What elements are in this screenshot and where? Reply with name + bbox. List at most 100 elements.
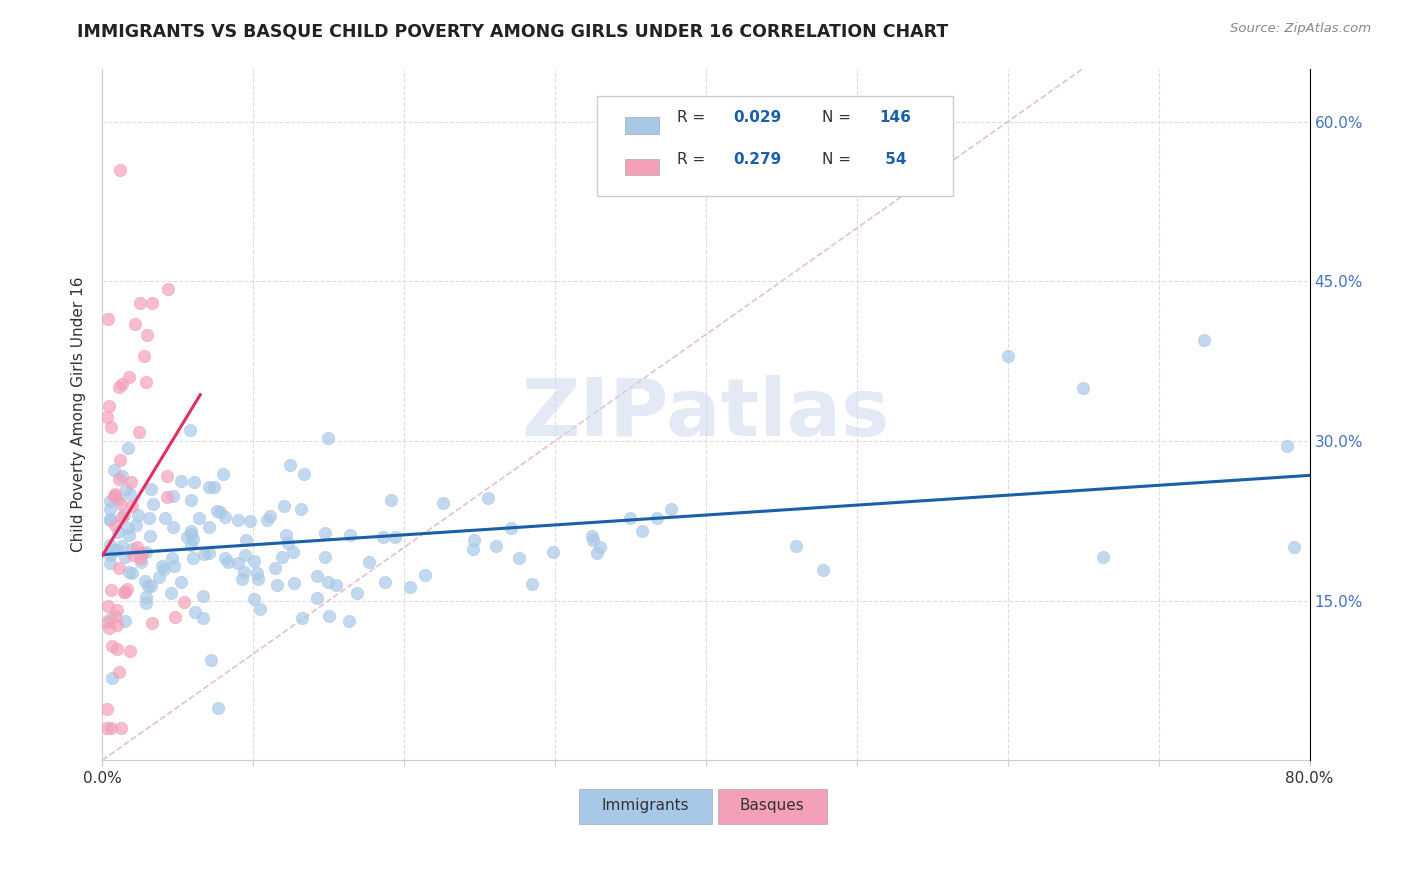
Point [188, 511, 211, 525]
Point [98, 399, 121, 413]
Point [207, 701, 229, 715]
Point [180, 538, 202, 552]
Text: IMMIGRANTS VS BASQUE CHILD POVERTY AMONG GIRLS UNDER 16 CORRELATION CHART: IMMIGRANTS VS BASQUE CHILD POVERTY AMONG… [77, 22, 949, 40]
Point [138, 511, 160, 525]
Point [226, 556, 249, 570]
Point [96, 702, 118, 716]
Point [291, 611, 314, 625]
Point [114, 549, 136, 564]
Point [125, 540, 148, 554]
Point [179, 423, 201, 437]
Y-axis label: Child Poverty Among Girls Under 16: Child Poverty Among Girls Under 16 [72, 277, 86, 552]
Point [162, 489, 184, 503]
Point [160, 585, 183, 599]
Point [273, 499, 295, 513]
Point [108, 561, 131, 575]
Point [314, 550, 336, 565]
Point [399, 580, 422, 594]
Point [139, 529, 162, 543]
Point [181, 532, 204, 546]
Point [181, 551, 204, 566]
Text: N =: N = [821, 152, 856, 167]
FancyBboxPatch shape [598, 96, 953, 196]
Point [307, 569, 329, 583]
Point [97, 599, 120, 613]
Point [235, 533, 257, 547]
Point [339, 528, 361, 542]
Point [96, 409, 118, 424]
Point [129, 295, 152, 310]
Point [316, 575, 339, 590]
Point [131, 546, 153, 560]
Point [246, 572, 269, 586]
Point [100, 419, 122, 434]
Point [785, 539, 807, 553]
Point [107, 380, 129, 394]
Point [96, 722, 118, 736]
Point [108, 453, 131, 467]
Point [162, 520, 184, 534]
Point [173, 595, 195, 609]
Point [115, 482, 138, 496]
Point [98, 512, 121, 526]
Point [233, 565, 256, 579]
Point [98, 513, 121, 527]
Point [105, 543, 128, 558]
Point [359, 554, 381, 568]
FancyBboxPatch shape [626, 117, 659, 134]
Point [150, 558, 173, 573]
Point [217, 556, 239, 570]
Point [100, 672, 122, 686]
Point [811, 564, 834, 578]
Point [120, 487, 142, 501]
Point [183, 475, 205, 489]
Point [207, 504, 229, 518]
Point [283, 575, 305, 590]
FancyBboxPatch shape [626, 159, 659, 175]
Point [619, 511, 641, 525]
Point [661, 502, 683, 516]
Point [101, 640, 124, 654]
Point [1275, 439, 1298, 453]
Text: 0.029: 0.029 [734, 110, 782, 125]
Point [97, 621, 120, 635]
Point [138, 579, 160, 593]
Point [160, 551, 183, 566]
Point [98, 612, 121, 626]
Point [581, 528, 603, 542]
Point [249, 602, 271, 616]
Point [281, 545, 304, 559]
Point [104, 486, 127, 500]
Point [200, 653, 222, 667]
Point [155, 490, 177, 504]
Point [108, 472, 131, 486]
Point [485, 539, 508, 553]
Point [266, 578, 288, 592]
Point [152, 562, 174, 576]
FancyBboxPatch shape [579, 789, 711, 824]
Point [209, 505, 232, 519]
Point [231, 572, 253, 586]
Point [148, 570, 170, 584]
Point [270, 549, 292, 564]
Text: Source: ZipAtlas.com: Source: ZipAtlas.com [1230, 22, 1371, 36]
Point [127, 508, 149, 523]
Point [180, 524, 202, 538]
Text: R =: R = [676, 110, 710, 125]
Point [141, 295, 163, 310]
Point [346, 586, 368, 600]
Point [1092, 549, 1115, 564]
Point [163, 558, 186, 573]
Point [170, 575, 193, 590]
Point [111, 539, 134, 553]
Point [114, 614, 136, 628]
Point [103, 517, 125, 532]
Text: Basques: Basques [740, 797, 804, 813]
Point [477, 491, 499, 506]
Point [384, 530, 406, 544]
Point [100, 583, 122, 598]
Point [110, 162, 132, 177]
Text: R =: R = [676, 152, 710, 167]
Point [163, 610, 186, 624]
Point [1192, 333, 1215, 347]
